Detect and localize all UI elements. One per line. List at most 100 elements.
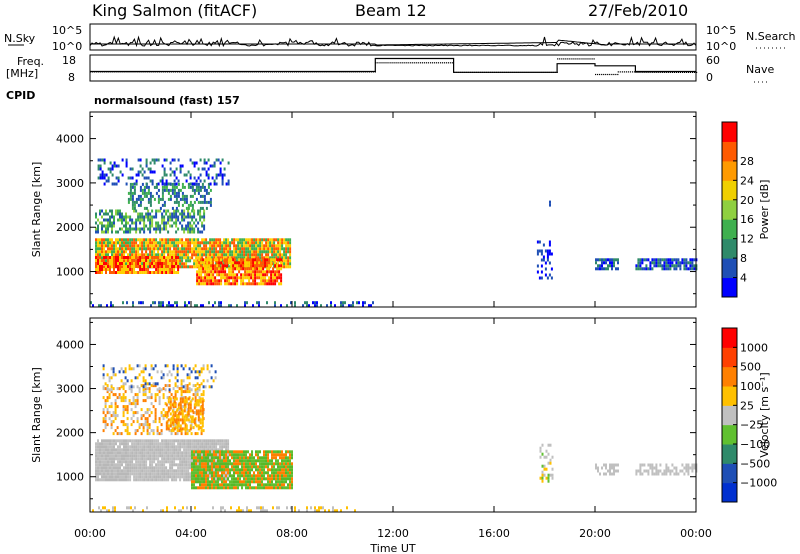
power-colorbar-swatch	[722, 122, 737, 142]
station-title: King Salmon (fitACF)	[92, 1, 257, 20]
power-y-axis-label: Slant Range [km]	[30, 162, 43, 258]
power-echo-region	[127, 182, 212, 210]
cpid-value: normalsound (fast) 157	[94, 94, 240, 107]
power-colorbar-tick-label: 20	[740, 194, 754, 207]
power-y-tick-label: 1000	[56, 266, 84, 279]
velocity-colorbar-swatch	[722, 386, 737, 406]
velocity-colorbar-swatch	[722, 463, 737, 484]
velocity-colorbar-frame	[721, 327, 738, 503]
power-colorbar-tick-label: 28	[740, 155, 754, 168]
power-colorbar-swatch	[722, 219, 737, 240]
velocity-echo-region	[92, 506, 356, 513]
power-echo-region	[95, 209, 206, 234]
power-colorbar-swatch	[722, 238, 737, 259]
nsky-tick-top: 10^5	[52, 24, 82, 37]
x-axis-label: Time UT	[369, 542, 415, 554]
power-echo-region	[97, 158, 230, 186]
beam-title: Beam 12	[355, 1, 427, 20]
nsearch-trace	[90, 39, 696, 46]
nave-tick-top: 60	[706, 54, 720, 67]
x-tick-label: 04:00	[175, 527, 207, 540]
nsky-label: N.Sky	[4, 32, 36, 45]
freq-unit: [MHz]	[6, 67, 38, 80]
velocity-y-axis-label: Slant Range [km]	[30, 367, 43, 463]
x-tick-label: 00:00	[74, 527, 106, 540]
power-colorbar: 4 8 12 16 20 24 28 Power [dB]	[721, 121, 771, 298]
freq-tick-bottom: 8	[68, 71, 75, 84]
power-echo-region	[95, 256, 180, 274]
power-echo-region	[90, 301, 374, 308]
power-colorbar-swatch	[722, 199, 737, 220]
power-echo-region	[595, 258, 619, 271]
velocity-y-tick-label: 4000	[56, 338, 84, 351]
power-colorbar-label: Power [dB]	[758, 180, 771, 240]
velocity-y-tick-label: 2000	[56, 427, 84, 440]
power-colorbar-tick-label: 8	[740, 252, 747, 265]
nave-trace	[90, 57, 696, 73]
power-colorbar-tick-label: 24	[740, 174, 754, 187]
velocity-colorbar-tick-label: 25	[740, 399, 754, 412]
power-echo-region	[549, 200, 551, 207]
velocity-echo-region	[191, 450, 293, 490]
x-tick-label: 16:00	[478, 527, 510, 540]
velocity-cells	[92, 364, 698, 513]
freq-panel: Freq. [MHz] 18 8 60 0 Nave	[6, 54, 774, 84]
velocity-colorbar-label: Velocity [m s⁻¹]	[758, 372, 771, 457]
velocity-colorbar-tick-label: −25	[740, 419, 763, 432]
power-colorbar-swatch	[722, 258, 737, 279]
nave-tick-bottom: 0	[706, 71, 713, 84]
x-tick-label: 20:00	[579, 527, 611, 540]
power-frame	[89, 111, 697, 308]
power-colorbar-frame	[721, 121, 738, 298]
date-title: 27/Feb/2010	[588, 1, 688, 20]
nsearch-tick-bottom: 10^0	[706, 40, 736, 53]
nsky-tick-bottom: 10^0	[52, 40, 82, 53]
x-tick-label: 12:00	[377, 527, 409, 540]
velocity-colorbar-tick-label: −500	[740, 457, 770, 470]
power-colorbar-swatch	[722, 277, 737, 298]
velocity-colorbar-tick-label: −100	[740, 438, 770, 451]
velocity-y-tick-label: 3000	[56, 383, 84, 396]
power-echo-region	[196, 258, 283, 286]
time-axis: 00:00 04:00 08:00 12:00 16:00 20:00 00:00	[74, 527, 712, 540]
power-colorbar-swatch	[722, 180, 737, 201]
power-colorbar-swatch	[722, 160, 737, 181]
freq-label: Freq.	[17, 55, 44, 68]
power-colorbar-tick-label: 12	[740, 233, 754, 246]
power-cells	[90, 158, 698, 308]
velocity-colorbar-swatch	[722, 424, 737, 445]
nsearch-tick-top: 10^5	[706, 24, 736, 37]
power-echo-region	[536, 240, 553, 280]
velocity-colorbar-swatch	[722, 405, 737, 426]
power-colorbar-tick-label: 4	[740, 272, 747, 285]
velocity-colorbar: 1000 500 100 25 −25 −100 −500 −1000 Velocity [m …	[721, 327, 777, 503]
freq-tick-top: 18	[62, 54, 76, 67]
velocity-echo-region	[635, 463, 698, 476]
velocity-colorbar-tick-label: −1000	[740, 477, 777, 490]
power-y-tick-label: 3000	[56, 177, 84, 190]
velocity-colorbar-swatch	[722, 444, 737, 464]
power-y-tick-label: 2000	[56, 221, 84, 234]
velocity-colorbar-tick-label: 500	[740, 361, 761, 374]
nsky-panel: N.Sky 10^5 10^0 10^5 10^0 N.Search	[4, 23, 796, 53]
velocity-colorbar-swatch	[722, 482, 737, 503]
velocity-colorbar-swatch	[722, 366, 737, 387]
x-tick-label: 00:00	[680, 527, 712, 540]
velocity-echo-region	[595, 463, 619, 476]
velocity-colorbar-swatch	[722, 328, 737, 348]
power-colorbar-tick-label: 16	[740, 213, 754, 226]
power-panel: 1000 2000 3000 4000 Slant Range [km] 4 8 12 16 20…	[30, 111, 771, 308]
velocity-echo-region	[539, 443, 554, 483]
nsearch-label: N.Search	[746, 30, 796, 43]
velocity-echo-region	[165, 397, 204, 431]
x-tick-label: 08:00	[276, 527, 308, 540]
nave-label: Nave	[746, 63, 774, 76]
power-y-tick-label: 4000	[56, 133, 84, 146]
velocity-colorbar-tick-label: 1000	[740, 341, 768, 354]
velocity-echo-region	[102, 364, 217, 392]
cpid-label: CPID	[6, 89, 35, 102]
velocity-colorbar-swatch	[722, 347, 737, 368]
power-echo-region	[635, 258, 698, 271]
